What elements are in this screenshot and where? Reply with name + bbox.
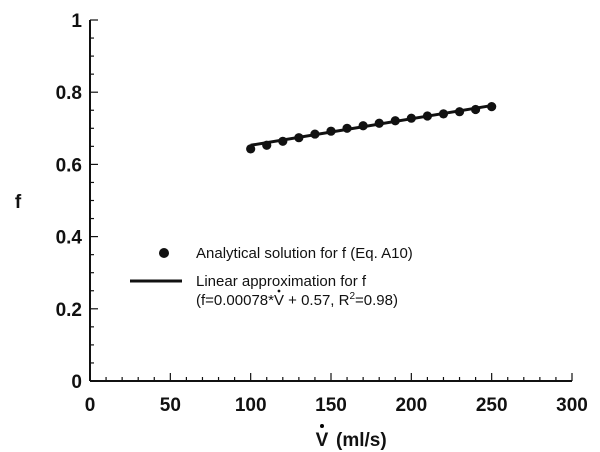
y-tick-label: 0.4 [56, 228, 83, 249]
x-axis-label: V (ml/s) [316, 424, 387, 451]
data-point [294, 133, 304, 143]
x-axis-symbol: V [316, 430, 329, 451]
data-point [422, 111, 432, 121]
data-point [278, 136, 288, 146]
data-point [358, 121, 368, 131]
y-tick-label: 0 [71, 372, 82, 393]
data-point [326, 126, 336, 136]
y-tick-label: 0.2 [56, 300, 82, 321]
axes [89, 20, 572, 382]
x-tick-label: 150 [315, 395, 347, 416]
y-tick-label: 1 [71, 11, 82, 32]
data-point [342, 123, 352, 133]
tick-labels: 0 50 100 150 200 250 300 0 0.2 0.4 0.6 0.8 1 [56, 11, 588, 416]
x-tick-label: 100 [235, 395, 267, 416]
legend-marker-label: Analytical solution for f (Eq. A10) [196, 245, 413, 262]
data-point [246, 144, 256, 154]
x-axis-unit: (ml/s) [336, 430, 387, 451]
x-tick-label: 50 [160, 395, 181, 416]
y-tick-label: 0.6 [56, 155, 82, 176]
legend-equation: (f=0.00078*V + 0.57, R2=0.98) [196, 291, 398, 309]
data-point [374, 118, 384, 128]
legend-line-label: Linear approximation for f [196, 273, 367, 290]
x-tick-label: 250 [476, 395, 508, 416]
data-point [262, 140, 272, 150]
data-point [406, 113, 416, 123]
y-axis-label: f [15, 192, 22, 213]
data-point [310, 129, 320, 139]
legend-marker [159, 248, 169, 258]
data-point [487, 102, 497, 112]
x-tick-label: 0 [85, 395, 96, 416]
data-point [471, 104, 481, 115]
plot-series [246, 102, 497, 154]
data-point [390, 116, 400, 126]
x-axis-symbol-dot [320, 424, 324, 428]
linear-fit-line [250, 104, 492, 147]
axis-ticks [89, 19, 573, 382]
y-tick-label: 0.8 [56, 83, 82, 104]
x-tick-label: 200 [395, 395, 427, 416]
legend-equation-var-dot [277, 289, 281, 293]
x-tick-label: 300 [556, 395, 588, 416]
data-point [454, 107, 465, 117]
data-point [438, 109, 449, 119]
legend: Analytical solution for f (Eq. A10) Line… [130, 245, 413, 309]
